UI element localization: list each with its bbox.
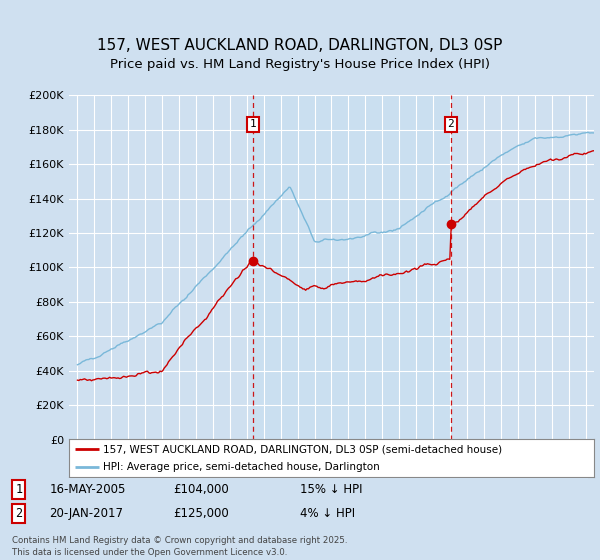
Text: 2: 2 <box>16 507 22 520</box>
Text: 157, WEST AUCKLAND ROAD, DARLINGTON, DL3 0SP: 157, WEST AUCKLAND ROAD, DARLINGTON, DL3… <box>97 38 503 53</box>
Text: 4% ↓ HPI: 4% ↓ HPI <box>300 507 355 520</box>
Text: 16-MAY-2005: 16-MAY-2005 <box>49 483 126 496</box>
Text: 15% ↓ HPI: 15% ↓ HPI <box>300 483 362 496</box>
Text: 1: 1 <box>16 483 22 496</box>
Text: Price paid vs. HM Land Registry's House Price Index (HPI): Price paid vs. HM Land Registry's House … <box>110 58 490 71</box>
Text: 157, WEST AUCKLAND ROAD, DARLINGTON, DL3 0SP (semi-detached house): 157, WEST AUCKLAND ROAD, DARLINGTON, DL3… <box>103 444 502 454</box>
Text: HPI: Average price, semi-detached house, Darlington: HPI: Average price, semi-detached house,… <box>103 462 380 472</box>
Text: 2: 2 <box>448 119 454 129</box>
Text: £104,000: £104,000 <box>173 483 229 496</box>
Text: Contains HM Land Registry data © Crown copyright and database right 2025.
This d: Contains HM Land Registry data © Crown c… <box>12 536 347 557</box>
Text: £125,000: £125,000 <box>173 507 229 520</box>
Text: 1: 1 <box>250 119 256 129</box>
Text: 20-JAN-2017: 20-JAN-2017 <box>49 507 124 520</box>
Bar <box>253 95 451 440</box>
